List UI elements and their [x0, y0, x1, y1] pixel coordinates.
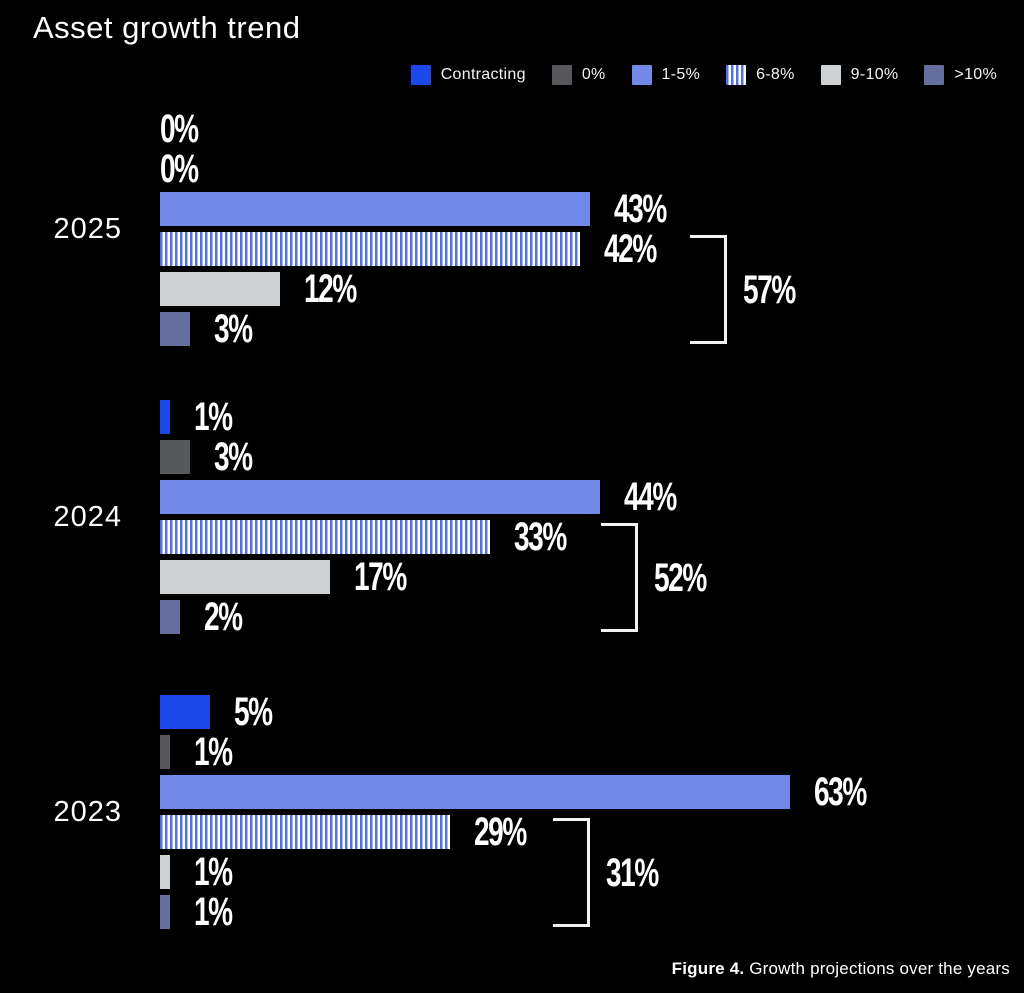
- value-label-2024-6-8%: 33%: [514, 515, 567, 559]
- bar-2024->10%: [160, 600, 180, 634]
- bar-2023-1-5%: [160, 775, 790, 809]
- legend-swatch-icon: [924, 65, 945, 85]
- figure-caption: Figure 4. Growth projections over the ye…: [672, 959, 1010, 979]
- value-label-2025-Contracting: 0%: [160, 107, 199, 151]
- legend-item: 0%: [551, 65, 606, 85]
- bracket-2024: [601, 523, 638, 632]
- bracket-label-2025: 57%: [743, 267, 796, 312]
- year-label-2024: 2024: [53, 501, 122, 533]
- bar-2025->10%: [160, 312, 190, 346]
- legend-swatch-icon: [820, 65, 841, 85]
- bar-2024-6-8%: [160, 520, 490, 554]
- legend-item: 9-10%: [820, 65, 899, 85]
- value-label-2023-0%: 1%: [194, 730, 233, 774]
- bracket-2023: [553, 818, 590, 927]
- legend-label: >10%: [954, 66, 997, 83]
- bar-2024-Contracting: [160, 400, 170, 434]
- legend-label: 9-10%: [850, 66, 899, 83]
- value-label-2023-Contracting: 5%: [234, 690, 273, 734]
- value-label-2025-9-10%: 12%: [304, 267, 357, 311]
- value-label-2024-Contracting: 1%: [194, 395, 233, 439]
- year-label-2025: 2025: [53, 213, 122, 245]
- value-label-2024->10%: 2%: [204, 595, 243, 639]
- legend-label: 1-5%: [661, 66, 701, 83]
- bar-2023-9-10%: [160, 855, 170, 889]
- value-label-2025->10%: 3%: [214, 307, 253, 351]
- legend-item: >10%: [924, 65, 997, 85]
- value-label-2024-0%: 3%: [214, 435, 253, 479]
- legend-item: Contracting: [410, 65, 526, 85]
- value-label-2023-9-10%: 1%: [194, 850, 233, 894]
- value-label-2025-6-8%: 42%: [604, 227, 657, 271]
- legend-label: Contracting: [440, 66, 526, 83]
- legend-label: 6-8%: [756, 66, 795, 83]
- value-label-2023-1-5%: 63%: [814, 770, 867, 814]
- year-label-2023: 2023: [53, 796, 122, 828]
- bracket-label-2023: 31%: [606, 850, 659, 895]
- legend: Contracting 0% 1-5% 6-8% 9-10% >10%: [410, 65, 997, 85]
- legend-swatch-icon: [551, 65, 572, 85]
- value-label-2024-1-5%: 44%: [624, 475, 677, 519]
- bar-2024-9-10%: [160, 560, 330, 594]
- bar-2025-9-10%: [160, 272, 280, 306]
- value-label-2024-9-10%: 17%: [354, 555, 407, 599]
- bar-2023->10%: [160, 895, 170, 929]
- figure-caption-number: Figure 4.: [671, 959, 745, 978]
- legend-item: 1-5%: [631, 65, 701, 85]
- legend-swatch-icon: [726, 65, 747, 85]
- figure-caption-text: Growth projections over the years: [744, 959, 1010, 978]
- value-label-2025-1-5%: 43%: [614, 187, 667, 231]
- bar-2024-0%: [160, 440, 190, 474]
- bracket-label-2024: 52%: [654, 555, 707, 600]
- chart-title: Asset growth trend: [33, 10, 301, 45]
- value-label-2025-0%: 0%: [160, 147, 199, 191]
- legend-swatch-icon: [410, 65, 431, 85]
- bar-2025-6-8%: [160, 232, 580, 266]
- bracket-2025: [690, 235, 727, 344]
- bar-2025-1-5%: [160, 192, 590, 226]
- bar-2024-1-5%: [160, 480, 600, 514]
- value-label-2023->10%: 1%: [194, 890, 233, 934]
- bar-2023-6-8%: [160, 815, 450, 849]
- legend-swatch-icon: [631, 65, 652, 85]
- bar-2023-0%: [160, 735, 170, 769]
- legend-label: 0%: [581, 66, 606, 83]
- value-label-2023-6-8%: 29%: [474, 810, 527, 854]
- legend-item: 6-8%: [726, 65, 795, 85]
- bar-2023-Contracting: [160, 695, 210, 729]
